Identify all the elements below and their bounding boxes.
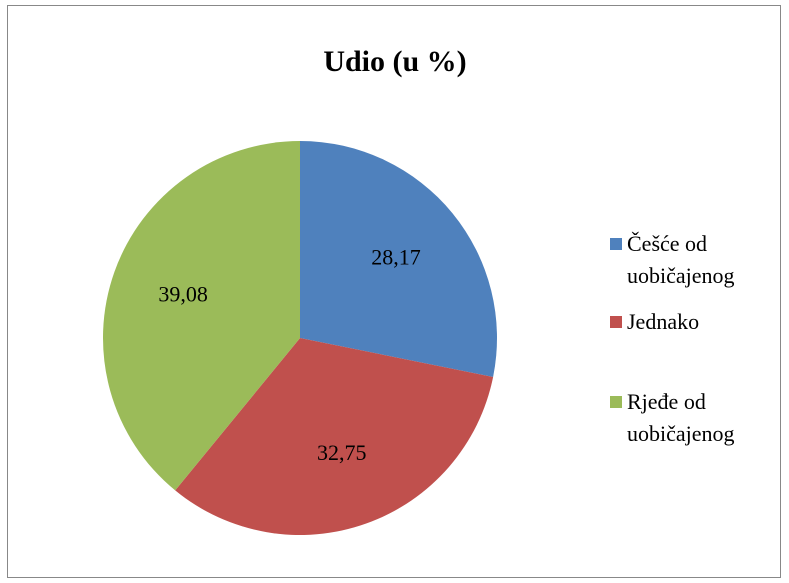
pie-slice xyxy=(103,141,300,491)
legend-entry: Jednako xyxy=(610,306,780,338)
chart-title: Udio (u %) xyxy=(323,45,466,78)
legend-swatch xyxy=(610,396,622,408)
legend-swatch xyxy=(610,238,622,250)
data-label: 32,75 xyxy=(317,440,367,465)
pie-slice xyxy=(300,141,497,377)
legend-entry: Rjeđe od uobičajenog xyxy=(610,386,780,450)
legend-label: Jednako xyxy=(627,309,700,334)
legend-label: Rjeđe od uobičajenog xyxy=(627,389,735,446)
legend-entry: Češće od uobičajenog xyxy=(610,228,780,292)
legend-swatch xyxy=(610,316,622,328)
pie-slice xyxy=(175,338,494,535)
data-label: 28,17 xyxy=(371,244,421,269)
data-label: 39,08 xyxy=(158,281,208,306)
legend-label: Češće od uobičajenog xyxy=(627,231,735,288)
